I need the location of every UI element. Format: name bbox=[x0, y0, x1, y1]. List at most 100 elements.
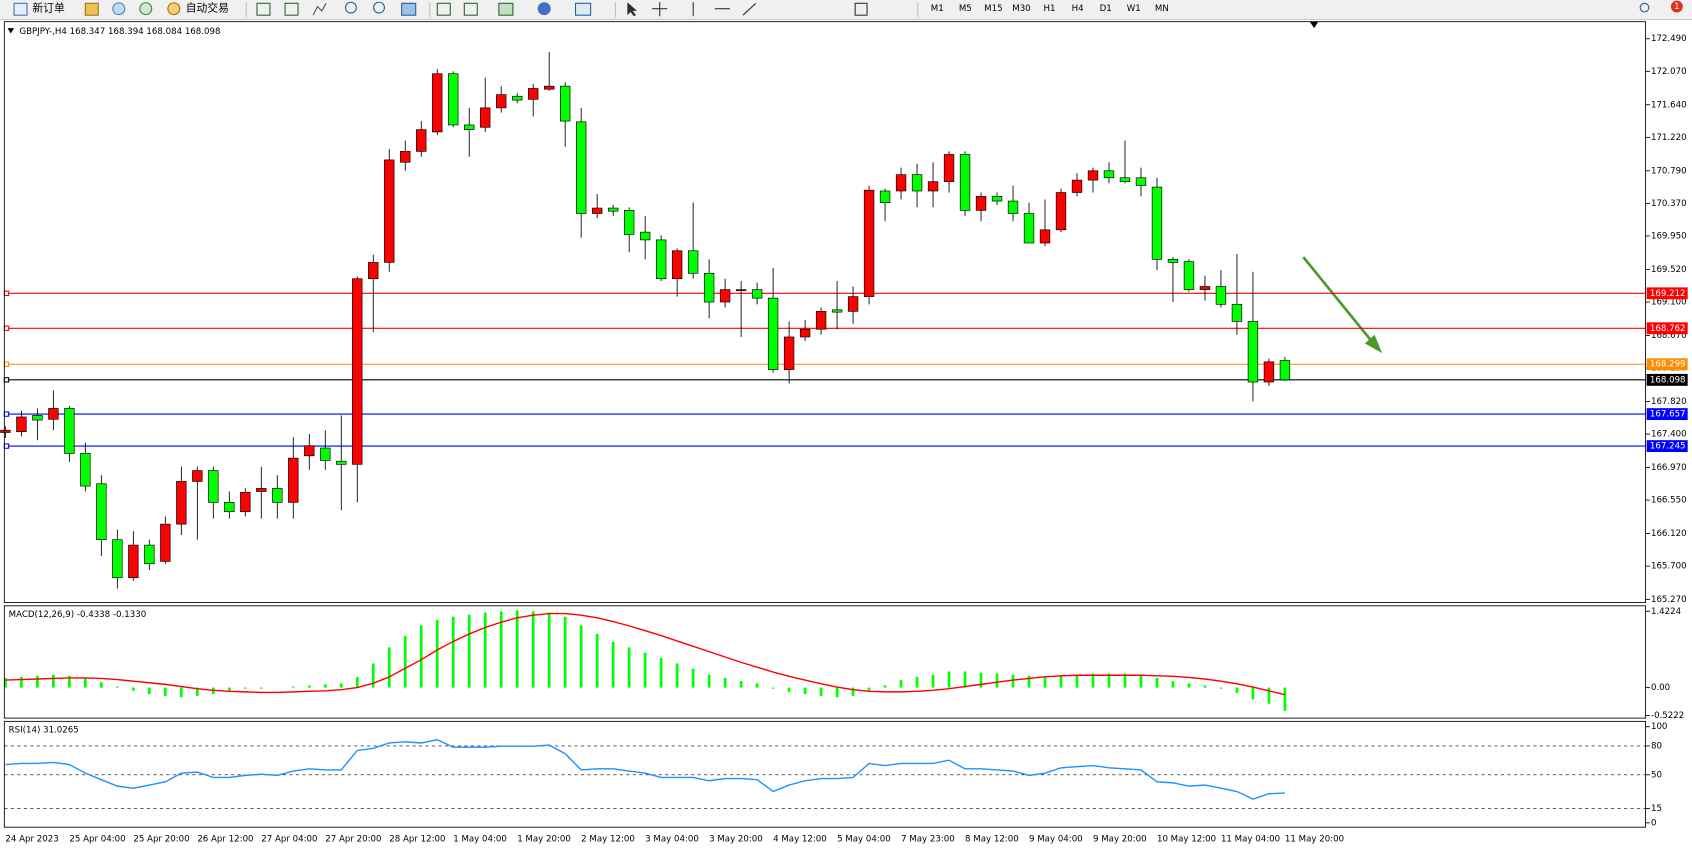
tile[interactable] bbox=[401, 2, 417, 16]
y-tick-label: 169.100 bbox=[1651, 298, 1687, 308]
candle-body bbox=[96, 483, 107, 540]
candle-body bbox=[975, 196, 987, 211]
arrow-head bbox=[1364, 334, 1383, 354]
signal-line bbox=[5, 612, 1286, 696]
icon[interactable] bbox=[139, 2, 153, 16]
icon[interactable] bbox=[436, 2, 451, 16]
x-tick-label: 24 Apr 2023 bbox=[5, 835, 58, 845]
level-anchor bbox=[3, 361, 10, 367]
templates[interactable] bbox=[574, 2, 592, 16]
timeframe-button[interactable]: MN bbox=[1155, 4, 1169, 14]
y-tick-label: 80 bbox=[1651, 741, 1662, 751]
candle-body bbox=[208, 470, 219, 503]
candle-body bbox=[703, 272, 715, 303]
plot-area bbox=[0, 51, 1646, 809]
x-tick-label: 25 Apr 04:00 bbox=[69, 835, 125, 845]
x-tick-label: 4 May 12:00 bbox=[773, 835, 827, 845]
zoom-out[interactable] bbox=[373, 1, 385, 14]
timeframe-button[interactable]: M30 bbox=[1012, 4, 1030, 14]
candle-body bbox=[1103, 170, 1115, 179]
candle-body bbox=[927, 181, 939, 192]
candle-body bbox=[368, 262, 379, 280]
icon[interactable] bbox=[312, 3, 327, 16]
icon[interactable] bbox=[463, 2, 478, 16]
candle-body bbox=[1023, 213, 1035, 244]
candle-body bbox=[639, 231, 651, 241]
candle-body bbox=[384, 159, 395, 263]
price-level-tag bbox=[1646, 358, 1688, 371]
periods[interactable] bbox=[537, 2, 551, 16]
y-tick-label: 170.790 bbox=[1651, 166, 1687, 176]
timeframe-button[interactable]: H4 bbox=[1072, 4, 1084, 14]
level-anchor bbox=[3, 325, 10, 331]
symbol-menu[interactable] bbox=[7, 28, 15, 34]
x-tick-label: 10 May 12:00 bbox=[1157, 835, 1216, 845]
y-tick-label: -0.5222 bbox=[1651, 711, 1684, 721]
candle-body bbox=[847, 296, 859, 312]
y-tick-label: 167.400 bbox=[1651, 430, 1687, 440]
cursor[interactable] bbox=[627, 2, 638, 17]
candle-body bbox=[224, 502, 235, 513]
timeframe-button[interactable]: W1 bbox=[1127, 4, 1141, 14]
search[interactable] bbox=[1639, 2, 1650, 13]
label-tool[interactable] bbox=[854, 2, 868, 16]
new-order-icon[interactable] bbox=[13, 2, 28, 16]
timeframe-button[interactable]: M15 bbox=[984, 4, 1002, 14]
x-tick-label: 1 May 20:00 bbox=[517, 835, 571, 845]
price-level-tag bbox=[1646, 408, 1688, 421]
timeframe-button[interactable]: H1 bbox=[1044, 4, 1056, 14]
timeframe-button[interactable]: D1 bbox=[1100, 4, 1112, 14]
candle-body bbox=[416, 129, 427, 152]
level-anchor bbox=[3, 411, 10, 417]
icon[interactable] bbox=[256, 2, 271, 16]
y-tick-label: 165.270 bbox=[1651, 595, 1687, 605]
panel-2 bbox=[4, 738, 1646, 809]
price-level-label: 167.657 bbox=[1650, 410, 1686, 420]
trendline[interactable] bbox=[742, 2, 757, 16]
zoom-in[interactable] bbox=[344, 1, 357, 14]
auto-trading-icon[interactable] bbox=[167, 2, 181, 16]
price-level-tag bbox=[1646, 322, 1688, 335]
candle-body bbox=[160, 523, 171, 562]
price-level-label: 167.245 bbox=[1650, 442, 1686, 452]
candle-body bbox=[512, 95, 523, 101]
level-anchor bbox=[3, 377, 10, 383]
auto-trading[interactable]: 自动交易 bbox=[186, 2, 229, 15]
timeframe-button[interactable]: M5 bbox=[959, 4, 972, 14]
icon[interactable] bbox=[112, 2, 126, 16]
indicators[interactable] bbox=[498, 2, 514, 16]
candle-body bbox=[623, 210, 635, 235]
candle-body bbox=[448, 73, 459, 126]
new-order[interactable]: 新订单 bbox=[32, 2, 65, 15]
candle-body bbox=[432, 73, 443, 133]
y-tick-label: 169.520 bbox=[1651, 265, 1687, 275]
candle-body bbox=[751, 289, 763, 299]
icon[interactable] bbox=[84, 2, 99, 16]
candle-body bbox=[991, 196, 1003, 202]
candle-body bbox=[1167, 258, 1179, 263]
toolbar bbox=[0, 0, 1692, 20]
candle-body bbox=[655, 239, 667, 280]
candle-body bbox=[767, 297, 779, 370]
y-tick-label: 15 bbox=[1651, 804, 1662, 814]
candle-body bbox=[560, 85, 571, 122]
candle-body bbox=[959, 154, 971, 211]
candle-body bbox=[336, 460, 347, 465]
candle-body bbox=[1039, 229, 1051, 244]
candle-body bbox=[911, 174, 923, 192]
y-tick-label: 169.950 bbox=[1651, 232, 1687, 242]
candle-body bbox=[687, 250, 699, 274]
y-tick-label: 50 bbox=[1651, 770, 1662, 780]
x-tick-label: 27 Apr 20:00 bbox=[325, 835, 381, 845]
y-tick-label: 171.220 bbox=[1651, 133, 1687, 143]
candle-body bbox=[879, 190, 891, 203]
notification-badge[interactable] bbox=[1670, 0, 1683, 13]
shift-marker bbox=[1309, 21, 1319, 29]
timeframe-button[interactable]: M1 bbox=[931, 4, 944, 14]
badge-count[interactable]: 1 bbox=[1674, 2, 1680, 12]
x-tick-label: 25 Apr 20:00 bbox=[133, 835, 189, 845]
price-level-label: 168.098 bbox=[1650, 375, 1686, 385]
icon[interactable] bbox=[284, 2, 299, 16]
level-anchor bbox=[3, 443, 10, 449]
